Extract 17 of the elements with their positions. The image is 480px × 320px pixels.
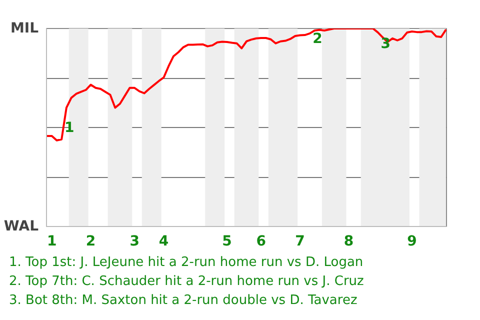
x-tick-label: 8 — [344, 234, 354, 250]
x-tick-label: 5 — [222, 234, 232, 250]
text: MIL — [10, 20, 39, 36]
text: 2. Top 7th: C. Schauder hit a 2-run home run vs J. Cruz — [9, 273, 364, 291]
x-tick-label: 9 — [407, 234, 417, 250]
text: 3. Bot 8th: M. Saxton hit a 2-run double vs D. Tavarez — [9, 292, 358, 310]
annotation: 2 — [312, 30, 322, 47]
x-tick-label: 2 — [86, 234, 96, 250]
x-tick-label: 1 — [46, 234, 57, 250]
x-tick-label: 4 — [158, 234, 169, 250]
x-tick-label: 3 — [130, 234, 140, 250]
annotation: 1 — [64, 120, 74, 136]
x-tick-label: 7 — [295, 234, 305, 250]
x-tick-label: 6 — [256, 234, 266, 250]
text: WAL — [4, 218, 39, 234]
annotation: 3 — [380, 36, 391, 52]
text: 1. Top 1st: J. LeJeune hit a 2-run home run vs D. Logan — [9, 254, 364, 272]
